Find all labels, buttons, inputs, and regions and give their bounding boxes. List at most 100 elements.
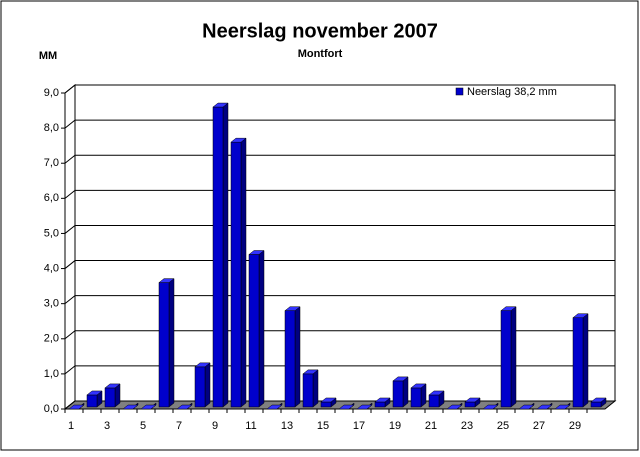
x-tick-label: 27 <box>533 420 545 432</box>
grid-line <box>64 119 615 129</box>
bar <box>122 402 139 410</box>
bar-front <box>230 141 242 408</box>
bar <box>590 397 607 408</box>
bar-top <box>194 362 211 368</box>
bar-top <box>158 278 175 283</box>
bar-side <box>294 306 301 408</box>
y-tick-label: 5,0 <box>44 227 59 239</box>
bar <box>320 397 337 408</box>
bar-top <box>518 404 535 410</box>
y-tick-label: 4,0 <box>44 262 59 274</box>
x-tick-label: 23 <box>461 420 473 432</box>
bar <box>248 249 265 408</box>
y-tick-label: 8,0 <box>44 122 59 134</box>
bar-front <box>590 401 602 408</box>
x-tick-label: 21 <box>425 420 437 432</box>
bar <box>536 402 553 410</box>
bar <box>158 278 175 408</box>
bar <box>410 383 427 408</box>
bar <box>428 390 445 408</box>
bar <box>446 402 463 410</box>
bar-front <box>320 401 332 408</box>
grid-line <box>64 260 615 269</box>
bar <box>194 362 211 408</box>
bar-side <box>510 306 517 408</box>
bar-top <box>536 404 553 410</box>
x-tick-label: 11 <box>245 420 256 432</box>
x-tick-label: 7 <box>176 420 182 432</box>
y-tick-label: 3,0 <box>44 298 59 310</box>
bar <box>572 313 589 408</box>
bar-top <box>284 306 301 311</box>
legend-swatch <box>455 87 464 96</box>
bar-front <box>500 310 512 408</box>
bar <box>140 402 157 410</box>
bar-front <box>572 317 584 408</box>
bar-top <box>248 250 265 255</box>
bar-top <box>68 404 85 410</box>
bar-front <box>392 380 404 408</box>
bar <box>68 402 85 410</box>
chart-subtitle: Montfort <box>298 48 343 60</box>
bar <box>302 369 319 408</box>
bar-front <box>464 401 476 408</box>
bar-top <box>392 376 409 382</box>
bar-top <box>410 383 427 389</box>
bar-front <box>284 310 296 408</box>
x-tick-label: 9 <box>212 420 218 432</box>
x-tick-label: 17 <box>353 420 365 432</box>
bar-side <box>402 376 409 408</box>
bar-front <box>158 282 170 408</box>
x-tick-label: 25 <box>497 420 509 432</box>
bar-top <box>266 404 283 410</box>
bar-top <box>572 313 589 318</box>
bar <box>212 102 229 408</box>
legend-label: Neerslag 38,2 mm <box>467 86 557 98</box>
bar <box>554 402 571 410</box>
bar-top <box>230 137 247 143</box>
grid-line <box>64 154 615 164</box>
y-tick-label: 2,0 <box>44 333 59 345</box>
bar-front <box>86 394 98 408</box>
x-tick-label: 5 <box>140 420 146 432</box>
bar <box>338 402 355 410</box>
bar-front <box>374 401 386 408</box>
bar-side <box>222 102 229 408</box>
bar <box>518 402 535 410</box>
x-tick-label: 1 <box>68 420 74 432</box>
bar <box>284 306 301 408</box>
bar <box>482 402 499 410</box>
x-tick-label: 3 <box>104 420 110 432</box>
y-tick-label: 7,0 <box>44 157 59 169</box>
bar-side <box>240 137 247 408</box>
bar-front <box>212 106 224 408</box>
bar-top <box>500 306 517 311</box>
bar <box>86 390 103 408</box>
bar-front <box>410 387 422 408</box>
bar <box>392 376 409 408</box>
y-tick-label: 6,0 <box>44 192 59 204</box>
bar-top <box>356 404 373 410</box>
chart-title: Neerslag november 2007 <box>202 20 438 42</box>
bar <box>356 402 373 410</box>
x-tick-label: 15 <box>317 420 329 432</box>
bar <box>464 397 481 408</box>
bar-top <box>590 397 607 403</box>
y-tick-label: 0,0 <box>44 403 59 415</box>
bar-top <box>176 404 193 410</box>
bar-front <box>248 254 260 408</box>
grid-line <box>64 365 615 375</box>
bar-top <box>464 397 481 403</box>
bar-side <box>204 362 211 408</box>
bar-top <box>122 404 139 410</box>
bar-top <box>374 397 391 403</box>
grid-line <box>64 224 615 234</box>
bar-side <box>582 313 589 408</box>
bar <box>266 402 283 410</box>
y-axis-label: MM <box>39 50 57 62</box>
grid-line <box>64 330 615 340</box>
grid-line <box>64 189 615 199</box>
bar <box>374 397 391 408</box>
grid-line <box>64 84 615 94</box>
bar-top <box>338 404 355 410</box>
